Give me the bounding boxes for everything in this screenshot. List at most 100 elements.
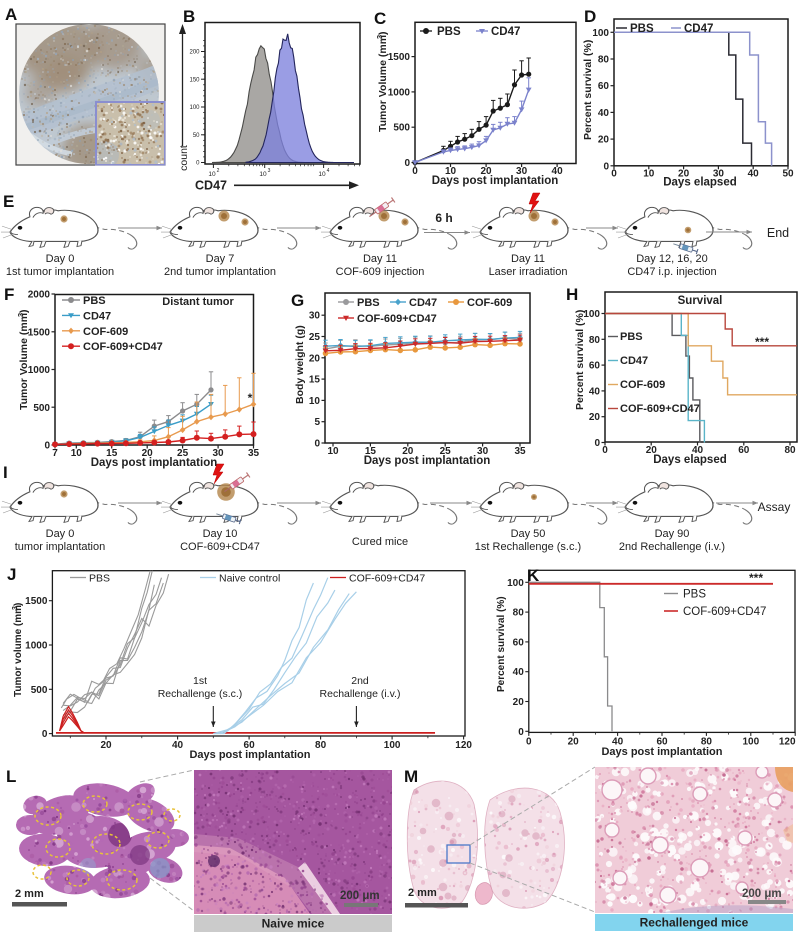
svg-text:100: 100 bbox=[507, 578, 524, 589]
svg-text:80: 80 bbox=[315, 740, 327, 751]
svg-text:CD47: CD47 bbox=[409, 297, 437, 309]
svg-text:Naive mice: Naive mice bbox=[262, 917, 325, 931]
svg-text:Days post implantation: Days post implantation bbox=[189, 749, 310, 761]
svg-text:10: 10 bbox=[318, 171, 326, 178]
svg-text:COF-609+CD47: COF-609+CD47 bbox=[349, 573, 425, 585]
svg-text:80: 80 bbox=[598, 55, 610, 66]
svg-text:1500: 1500 bbox=[28, 327, 51, 338]
svg-text:): ) bbox=[13, 603, 24, 606]
svg-text:100: 100 bbox=[583, 309, 600, 320]
svg-text:CD47 i.p. injection: CD47 i.p. injection bbox=[627, 266, 716, 278]
svg-text:COF-609 injection: COF-609 injection bbox=[336, 266, 425, 278]
svg-text:3: 3 bbox=[375, 35, 384, 39]
svg-text:10: 10 bbox=[309, 396, 321, 407]
svg-text:0: 0 bbox=[42, 729, 48, 740]
svg-text:10: 10 bbox=[259, 171, 267, 178]
svg-text:Day 50: Day 50 bbox=[511, 528, 546, 540]
svg-text:***: *** bbox=[755, 335, 769, 349]
svg-text:500: 500 bbox=[393, 123, 410, 134]
svg-text:7: 7 bbox=[52, 448, 58, 459]
svg-text:Days post implantation: Days post implantation bbox=[432, 175, 559, 187]
svg-text:3: 3 bbox=[268, 168, 271, 174]
svg-text:I: I bbox=[3, 463, 8, 482]
svg-text:1500: 1500 bbox=[388, 52, 411, 63]
svg-text:20: 20 bbox=[513, 697, 525, 708]
svg-text:Cured mice: Cured mice bbox=[352, 536, 408, 548]
svg-text:0: 0 bbox=[196, 161, 200, 167]
svg-text:3: 3 bbox=[12, 606, 19, 610]
svg-text:30: 30 bbox=[516, 166, 528, 177]
svg-text:COF-609+CD47: COF-609+CD47 bbox=[180, 541, 260, 553]
svg-text:100: 100 bbox=[592, 28, 609, 39]
svg-text:0: 0 bbox=[602, 445, 608, 456]
svg-text:25: 25 bbox=[309, 332, 321, 343]
svg-text:PBS: PBS bbox=[620, 331, 643, 343]
svg-text:20: 20 bbox=[100, 740, 112, 751]
svg-text:B: B bbox=[183, 7, 195, 26]
svg-text:0: 0 bbox=[44, 441, 50, 452]
svg-text:80: 80 bbox=[784, 445, 796, 456]
svg-text:40: 40 bbox=[589, 386, 601, 397]
svg-text:PBS: PBS bbox=[630, 23, 654, 35]
svg-text:1000: 1000 bbox=[388, 87, 411, 98]
svg-text:Day 11: Day 11 bbox=[363, 253, 397, 265]
svg-text:2000: 2000 bbox=[28, 290, 51, 301]
svg-text:M: M bbox=[404, 767, 418, 786]
svg-text:3: 3 bbox=[16, 313, 25, 317]
svg-text:CD47: CD47 bbox=[684, 23, 713, 35]
svg-text:PBS: PBS bbox=[683, 589, 706, 601]
svg-text:Days post implantation: Days post implantation bbox=[91, 457, 218, 469]
svg-text:Assay: Assay bbox=[758, 500, 791, 514]
svg-text:1st: 1st bbox=[193, 675, 207, 687]
svg-text:100: 100 bbox=[384, 740, 401, 751]
svg-text:10: 10 bbox=[71, 448, 83, 459]
svg-text:CD47: CD47 bbox=[83, 310, 111, 322]
svg-text:30: 30 bbox=[309, 311, 321, 322]
svg-text:Survival: Survival bbox=[678, 295, 723, 307]
svg-text:0: 0 bbox=[594, 438, 600, 449]
svg-text:PBS: PBS bbox=[437, 26, 461, 38]
svg-text:10: 10 bbox=[327, 446, 339, 457]
svg-text:tumor implantation: tumor implantation bbox=[15, 541, 106, 553]
svg-text:80: 80 bbox=[701, 736, 713, 747]
svg-text:20: 20 bbox=[142, 448, 154, 459]
svg-text:Day 0: Day 0 bbox=[46, 253, 75, 265]
svg-text:15: 15 bbox=[106, 448, 118, 459]
svg-text:35: 35 bbox=[514, 446, 526, 457]
svg-text:50: 50 bbox=[193, 133, 200, 139]
svg-text:Percent survival (%): Percent survival (%) bbox=[496, 596, 507, 692]
svg-text:60: 60 bbox=[589, 361, 601, 372]
svg-text:30: 30 bbox=[477, 446, 489, 457]
svg-text:0: 0 bbox=[518, 727, 524, 738]
svg-text:20: 20 bbox=[480, 166, 492, 177]
svg-text:Distant tumor: Distant tumor bbox=[162, 296, 234, 308]
svg-text:200 μm: 200 μm bbox=[742, 888, 782, 900]
svg-text:40: 40 bbox=[172, 740, 184, 751]
svg-text:): ) bbox=[377, 32, 389, 36]
svg-text:Day 12, 16, 20: Day 12, 16, 20 bbox=[636, 253, 708, 265]
svg-text:35: 35 bbox=[248, 448, 260, 459]
svg-text:*: * bbox=[248, 391, 253, 405]
svg-text:J: J bbox=[7, 565, 16, 584]
svg-text:COF-609+CD47: COF-609+CD47 bbox=[683, 606, 766, 618]
svg-text:2: 2 bbox=[217, 168, 220, 174]
svg-text:0: 0 bbox=[404, 158, 410, 169]
svg-text:1000: 1000 bbox=[28, 365, 51, 376]
svg-text:PBS: PBS bbox=[83, 295, 106, 307]
svg-text:CD47: CD47 bbox=[195, 179, 227, 193]
svg-text:0: 0 bbox=[314, 439, 320, 450]
svg-text:40: 40 bbox=[692, 445, 704, 456]
svg-text:Rechallenge (s.c.): Rechallenge (s.c.) bbox=[158, 688, 243, 700]
svg-text:2 mm: 2 mm bbox=[15, 888, 44, 900]
svg-text:Percent survival (%): Percent survival (%) bbox=[574, 310, 586, 410]
svg-text:Naive control: Naive control bbox=[219, 573, 280, 585]
svg-text:Days post implantation: Days post implantation bbox=[601, 746, 722, 758]
svg-text:20: 20 bbox=[589, 412, 601, 423]
svg-text:End: End bbox=[767, 226, 789, 240]
svg-text:Days post implantation: Days post implantation bbox=[364, 455, 491, 467]
svg-text:100: 100 bbox=[189, 105, 200, 111]
svg-text:25: 25 bbox=[440, 446, 452, 457]
svg-text:E: E bbox=[3, 192, 14, 211]
svg-text:1st Rechallenge (s.c.): 1st Rechallenge (s.c.) bbox=[475, 541, 581, 553]
svg-text:2nd tumor implantation: 2nd tumor implantation bbox=[164, 266, 276, 278]
